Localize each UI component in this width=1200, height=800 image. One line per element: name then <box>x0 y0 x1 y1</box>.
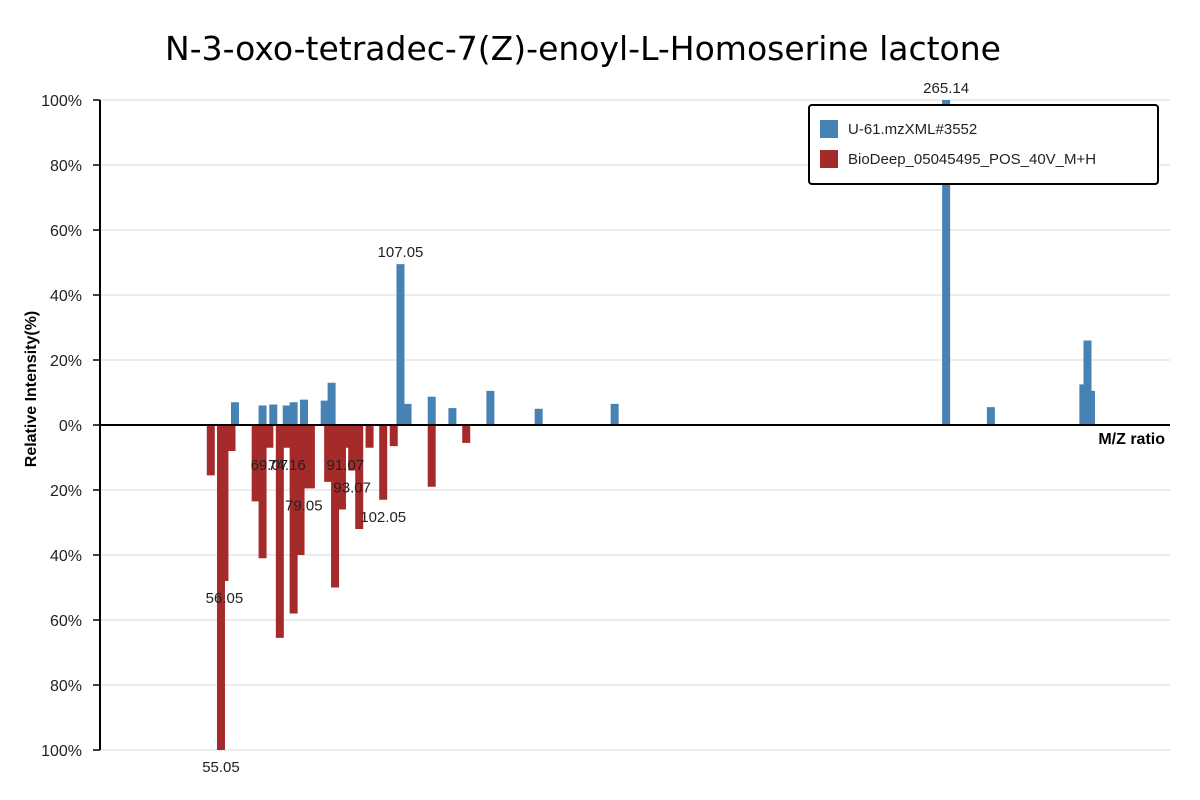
bar-reference <box>337 425 346 510</box>
y-tick-label: 80% <box>50 158 82 175</box>
bar-reference <box>299 425 308 489</box>
peak-label: 91.07 <box>327 457 365 474</box>
y-tick-label: 0% <box>59 418 82 435</box>
bar-sample <box>289 402 298 425</box>
y-tick-label: 80% <box>50 678 82 695</box>
bar-reference <box>296 425 305 555</box>
legend: U-61.mzXML#3552 BioDeep_05045495_POS_40V… <box>808 104 1159 185</box>
bar-reference <box>275 425 284 638</box>
bar-sample <box>396 264 405 425</box>
x-axis-label: M/Z ratio <box>1098 431 1165 448</box>
bar-reference <box>220 425 229 581</box>
y-tick-label: 40% <box>50 288 82 305</box>
y-tick-label: 20% <box>50 483 82 500</box>
bar-sample <box>1079 384 1088 425</box>
bar-sample <box>258 405 267 425</box>
y-tick-label: 40% <box>50 548 82 565</box>
bar-reference <box>258 425 267 559</box>
peak-label: 93.07 <box>333 480 371 497</box>
bar-reference <box>379 425 388 500</box>
bar-reference <box>462 425 471 443</box>
peak-label: 55.05 <box>202 759 240 776</box>
peak-label: 265.14 <box>923 80 969 97</box>
y-tick-label: 60% <box>50 613 82 630</box>
bar-reference <box>251 425 260 502</box>
bar-reference <box>289 425 298 614</box>
bar-sample <box>486 390 495 425</box>
bar-sample <box>282 405 291 425</box>
bar-reference <box>216 425 225 750</box>
peak-label: 74.16 <box>268 457 306 474</box>
bars-group <box>206 100 1095 750</box>
bar-reference <box>227 425 236 451</box>
legend-label-series-0: U-61.mzXML#3552 <box>848 121 977 138</box>
bar-sample <box>427 396 436 425</box>
bar-reference <box>348 425 357 471</box>
bar-sample <box>269 404 278 425</box>
bar-sample <box>230 402 239 425</box>
chart-title: N-3-oxo-tetradec-7(Z)-enoyl-L-Homoserine… <box>165 29 1001 68</box>
bar-sample <box>986 407 995 425</box>
y-axis-label: Relative Intensity(%) <box>23 311 40 467</box>
bar-reference <box>331 425 340 588</box>
y-tick-label: 100% <box>41 743 82 760</box>
legend-swatch-series-1 <box>820 150 838 168</box>
bar-reference <box>282 425 291 448</box>
bar-sample <box>448 408 457 425</box>
peak-label: 107.05 <box>378 244 424 261</box>
bar-reference <box>206 425 215 476</box>
bar-sample <box>534 408 543 425</box>
y-tick-label: 100% <box>41 93 82 110</box>
bar-reference <box>355 425 364 529</box>
y-tick-label: 20% <box>50 353 82 370</box>
bar-sample <box>320 400 329 425</box>
bar-reference <box>324 425 333 482</box>
legend-swatch-series-0 <box>820 120 838 138</box>
peak-label: 79.05 <box>285 497 323 514</box>
bar-sample <box>1083 340 1092 425</box>
bar-reference <box>265 425 274 448</box>
peak-label: 102.05 <box>360 509 406 526</box>
bar-sample <box>1086 390 1095 425</box>
bar-reference <box>365 425 374 448</box>
legend-box <box>808 104 1159 185</box>
bar-sample <box>327 382 336 425</box>
bar-reference <box>341 425 350 448</box>
peak-label: 56.05 <box>206 590 244 607</box>
bar-sample <box>942 100 951 425</box>
y-tick-labels: 100% 80% 60% 40% 20% 0% 20% 40% 60% 80% 100% <box>41 93 100 760</box>
bar-sample <box>403 403 412 425</box>
bar-reference <box>427 425 436 487</box>
y-tick-label: 60% <box>50 223 82 240</box>
bar-reference <box>389 425 398 447</box>
bar-reference <box>306 425 315 489</box>
legend-label-series-1: BioDeep_05045495_POS_40V_M+H <box>848 151 1096 168</box>
bar-sample <box>610 403 619 425</box>
peak-label: 69.07 <box>251 457 289 474</box>
axes-group <box>99 100 1170 750</box>
bar-sample <box>299 399 308 425</box>
